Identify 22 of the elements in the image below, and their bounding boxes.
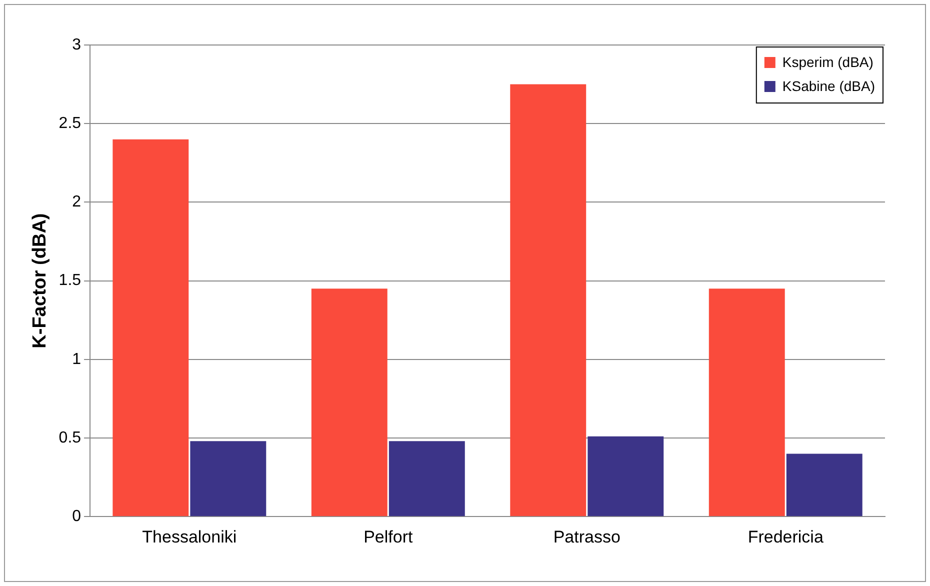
- bar: [588, 436, 664, 516]
- y-tick-label: 0: [72, 508, 82, 526]
- legend-label: Ksperim (dBA): [782, 54, 874, 70]
- y-tick-label: 2: [72, 194, 82, 211]
- bar: [311, 288, 388, 516]
- y-tick-label: 1: [72, 350, 82, 368]
- x-tick-label: Patrasso: [553, 527, 620, 546]
- y-axis-title: K-Factor (dBA): [30, 213, 51, 348]
- bar: [112, 139, 189, 516]
- bar: [190, 441, 266, 516]
- x-tick-label: Pelfort: [364, 527, 413, 546]
- y-tick-label: 3: [72, 36, 82, 54]
- y-tick-label: 0.5: [58, 429, 82, 446]
- y-tick-label: 2.5: [58, 115, 82, 132]
- bar: [388, 441, 465, 516]
- x-tick-label: Fredericia: [748, 527, 824, 546]
- bar: [786, 454, 862, 516]
- legend-label: KSabine (dBA): [782, 78, 876, 94]
- bar: [708, 288, 785, 516]
- x-tick-label: Thessaloniki: [142, 527, 237, 546]
- y-tick-label: 1.5: [58, 272, 82, 290]
- bar: [510, 84, 586, 516]
